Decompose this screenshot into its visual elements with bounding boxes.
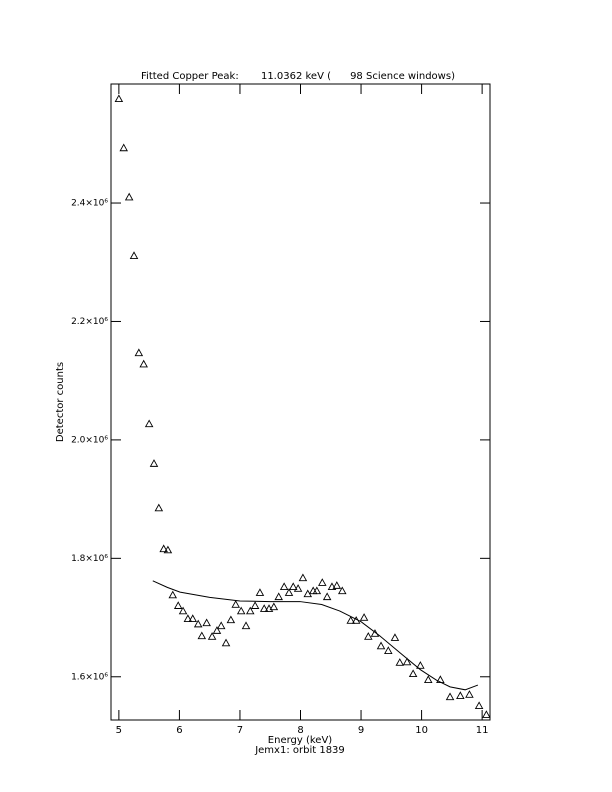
y-tick-label: 1.8×10⁶ [71,554,108,564]
data-point [159,544,168,553]
data-point [384,646,393,654]
data-point [241,621,251,630]
data-point [221,638,231,647]
data-point [255,588,265,596]
data-point [395,658,405,666]
data-point [312,586,322,595]
x-tick-label: 6 [176,725,182,736]
data-point [408,669,418,678]
y-tick-label: 2.2×10⁶ [71,317,108,327]
data-point [327,582,337,591]
data-point [376,641,386,650]
y-tick-label: 2.4×10⁶ [71,199,108,209]
x-axis-label: Energy (keV) [268,735,333,746]
data-point [456,691,465,699]
data-point [332,581,342,589]
data-point [279,582,289,591]
data-point [119,143,128,152]
data-point [465,690,474,698]
data-point [216,621,226,630]
data-point [288,582,298,591]
data-point [402,657,412,666]
data-point [212,626,222,634]
data-point [124,192,134,201]
data-point [114,94,124,103]
data-point [250,601,260,609]
data-point [231,600,240,608]
data-point [274,592,283,601]
data-point [154,503,164,512]
data-point [482,710,491,718]
data-point [183,614,193,622]
data-point [178,606,188,615]
data-point [364,632,373,640]
data-point [390,633,400,641]
fit-line [152,580,479,691]
data-point [359,613,369,621]
data-point [197,631,207,640]
data-point [322,592,332,601]
data-point [188,614,197,622]
y-tick-label: 1.6×10⁶ [71,672,108,682]
x-tick-label: 11 [476,725,489,736]
data-point [259,604,269,612]
data-point [173,601,183,609]
y-axis-label: Detector counts [55,362,66,442]
data-point [338,586,347,595]
data-point [293,584,303,592]
subtitle: Jemx1: orbit 1839 [254,745,345,756]
data-point [193,619,203,628]
x-tick-label: 7 [237,725,243,736]
data-point [346,616,356,624]
data-point [168,590,178,599]
data-point [416,661,425,669]
data-point [149,459,159,467]
data-point [163,545,173,554]
data-point [245,606,255,615]
data-point [226,615,236,624]
data-point [207,632,217,640]
data-point [202,618,211,627]
data-point [474,701,484,710]
data-point [298,573,308,582]
x-tick-label: 9 [358,725,364,736]
data-point [129,251,139,259]
data-point [269,602,279,611]
data-point [284,588,294,596]
data-point [139,359,148,368]
data-point [144,419,154,428]
data-point [445,692,455,701]
data-point [134,348,144,357]
chart-title: Fitted Copper Peak: 11.0362 keV ( 98 Sci… [141,71,455,82]
data-point [318,578,327,586]
data-point [423,675,433,683]
data-point [236,606,246,615]
x-tick-label: 10 [415,725,428,736]
x-tick-label: 8 [297,725,303,736]
y-tick-label: 2.0×10⁶ [71,435,108,445]
x-tick-label: 5 [116,725,122,736]
